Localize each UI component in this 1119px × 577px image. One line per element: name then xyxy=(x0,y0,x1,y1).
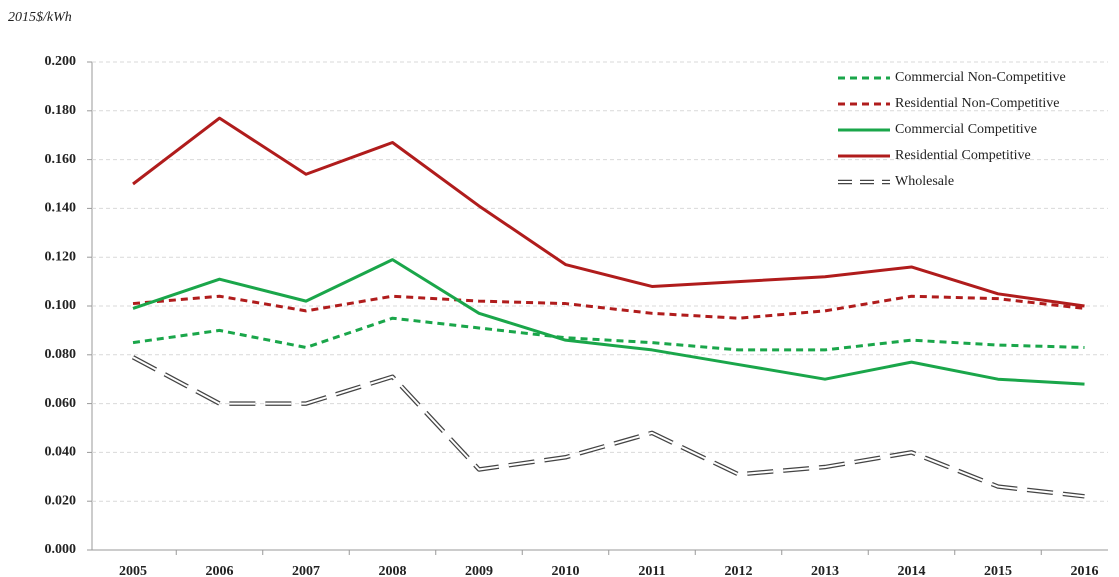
series-line xyxy=(132,316,1085,352)
x-tick-label: 2006 xyxy=(206,564,234,577)
legend-label: Commercial Non-Competitive xyxy=(895,70,1066,85)
series-line xyxy=(132,258,1085,386)
y-tick-label: 0.200 xyxy=(45,54,77,69)
y-tick-label: 0.140 xyxy=(45,201,77,216)
y-tick-label: 0.040 xyxy=(45,445,77,460)
series-line xyxy=(131,355,1085,499)
y-tick-label: 0.020 xyxy=(45,493,77,508)
y-tick-label: 0.180 xyxy=(45,103,77,118)
legend-label: Residential Non-Competitive xyxy=(895,96,1059,111)
x-tick-label: 2005 xyxy=(119,564,147,577)
legend-label: Wholesale xyxy=(895,174,954,189)
x-tick-label: 2008 xyxy=(379,564,407,577)
y-tick-label: 0.060 xyxy=(45,396,77,411)
series-line xyxy=(132,116,1085,308)
y-tick-label: 0.120 xyxy=(45,249,77,264)
x-tick-label: 2012 xyxy=(725,564,753,577)
y-tick-label: 0.080 xyxy=(45,347,77,362)
y-tick-label: 0.000 xyxy=(45,542,77,557)
x-tick-label: 2015 xyxy=(984,564,1012,577)
x-tick-label: 2009 xyxy=(465,564,493,577)
x-tick-label: 2011 xyxy=(638,564,665,577)
y-axis-label: 2015$/kWh xyxy=(8,10,72,25)
x-tick-label: 2016 xyxy=(1071,564,1099,577)
legend-label: Commercial Competitive xyxy=(895,122,1037,137)
y-tick-label: 0.160 xyxy=(45,152,77,167)
series-line xyxy=(132,294,1085,320)
x-tick-label: 2010 xyxy=(552,564,580,577)
legend-label: Residential Competitive xyxy=(895,148,1031,163)
x-tick-label: 2007 xyxy=(292,564,320,577)
y-tick-label: 0.100 xyxy=(45,298,77,313)
x-tick-label: 2013 xyxy=(811,564,839,577)
series-line-inner xyxy=(132,356,1085,498)
x-tick-label: 2014 xyxy=(898,564,926,577)
